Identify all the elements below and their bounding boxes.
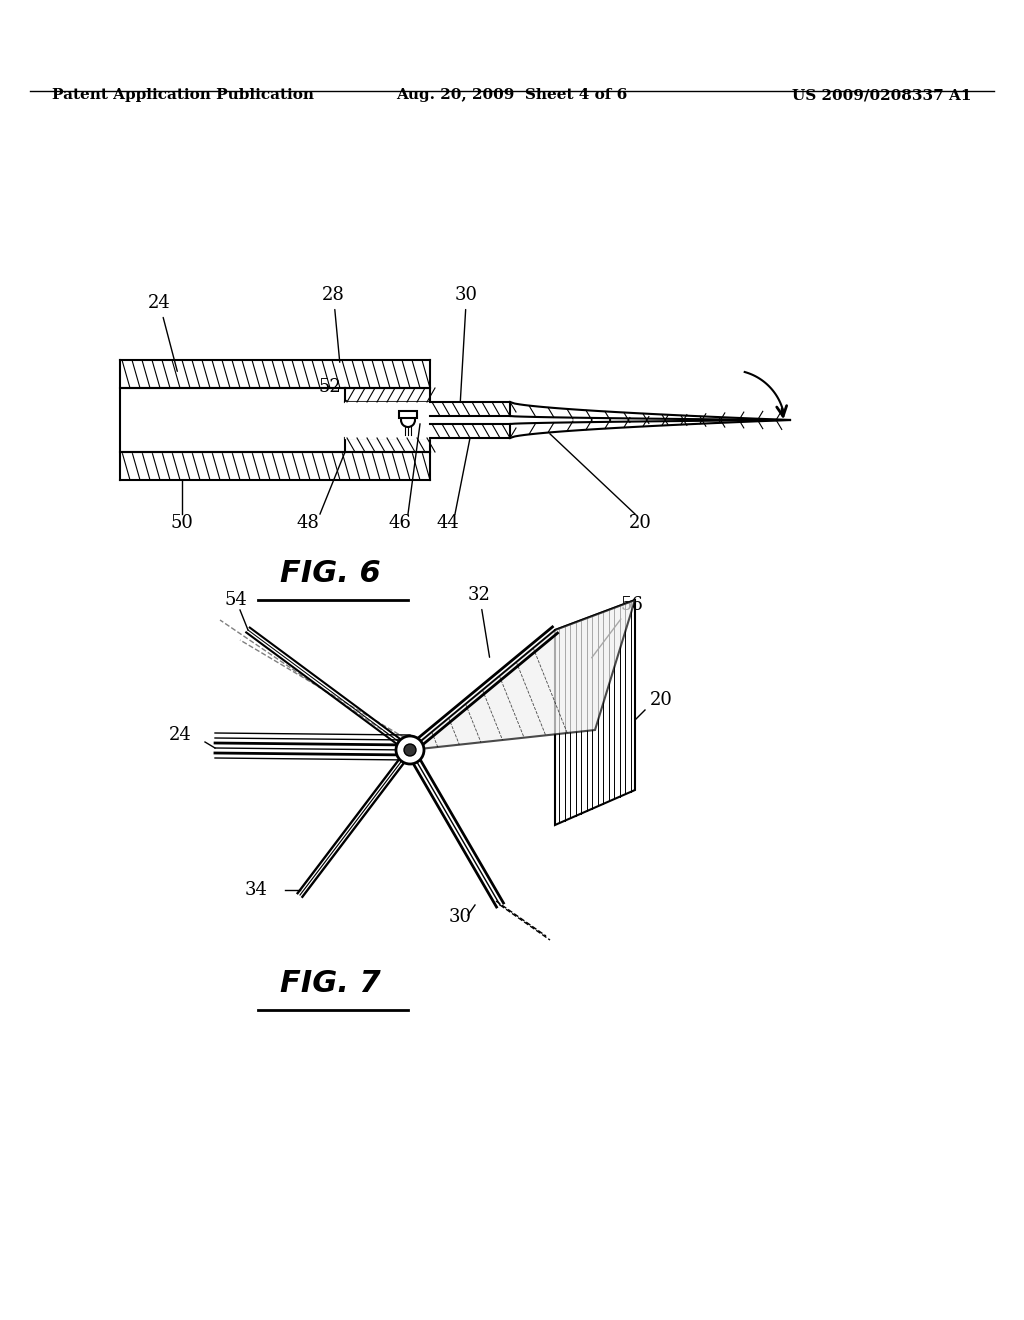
Circle shape [396,737,424,764]
Text: FIG. 6: FIG. 6 [280,558,380,587]
Text: 34: 34 [245,880,268,899]
Text: 24: 24 [148,294,177,371]
Text: FIG. 7: FIG. 7 [280,969,380,998]
Bar [399,411,417,418]
Circle shape [401,413,415,426]
Circle shape [404,744,416,756]
Text: 50: 50 [171,513,194,532]
Text: 48: 48 [297,513,319,532]
Text: 52: 52 [318,378,357,411]
Text: 54: 54 [225,591,248,609]
Text: 20: 20 [629,513,651,532]
Polygon shape [555,601,635,825]
Text: 46: 46 [388,513,412,532]
Text: 28: 28 [322,286,345,362]
Text: US 2009/0208337 A1: US 2009/0208337 A1 [793,88,972,102]
Text: 30: 30 [449,908,471,927]
Text: 32: 32 [468,586,490,657]
Polygon shape [410,601,635,750]
Text: 44: 44 [436,513,460,532]
Text: 30: 30 [455,286,478,404]
Text: Aug. 20, 2009  Sheet 4 of 6: Aug. 20, 2009 Sheet 4 of 6 [396,88,628,102]
Text: 20: 20 [650,690,673,709]
Text: Patent Application Publication: Patent Application Publication [52,88,314,102]
Text: 56: 56 [592,597,643,657]
Text: 24: 24 [169,726,193,744]
